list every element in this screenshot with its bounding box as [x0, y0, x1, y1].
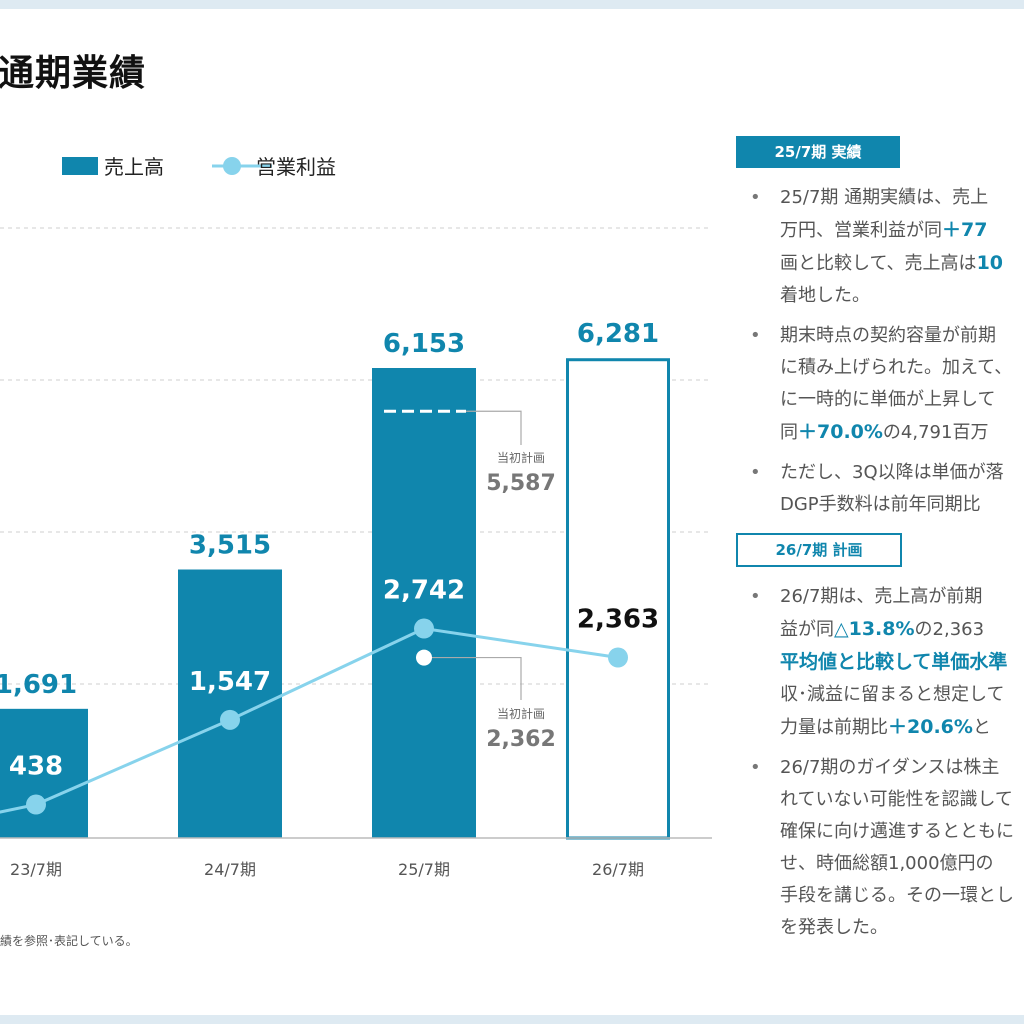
- bullet-text: と: [972, 717, 991, 738]
- plan-tag: 26/7期 計画: [736, 533, 902, 567]
- legend-profit-marker: [223, 157, 241, 175]
- highlight-text: ＋20.6%: [888, 716, 973, 738]
- bullet-dot: •: [750, 325, 761, 346]
- operating-profit-point: [26, 794, 46, 815]
- revenue-bar: [0, 708, 88, 838]
- bullet-dot: •: [750, 757, 761, 778]
- legend-revenue-swatch: [62, 157, 98, 175]
- highlight-text: 平均値と比較して単価水準: [780, 651, 1008, 673]
- revenue-label: 1,691: [0, 670, 77, 700]
- annotation-value: 5,587: [486, 471, 556, 496]
- bullet-text: 画と比較して、売上高は: [780, 253, 977, 274]
- highlight-text: 10: [976, 252, 1004, 274]
- annotation-leader: [466, 410, 522, 445]
- bullet-text: れていない可能性を認識して: [780, 789, 1013, 810]
- operating-profit-label: 438: [9, 752, 63, 782]
- bullet-dot: •: [750, 462, 761, 483]
- bullet-text: の2,363: [914, 619, 985, 640]
- bullet-text: 期末時点の契約容量が前期: [780, 325, 996, 346]
- bullet-item: • 26/7期は、売上高が前期 益が同△13.8%の2,363 平均値と比較して単…: [750, 581, 1024, 744]
- bullet-text: 同: [780, 422, 798, 443]
- revenue-bar: [372, 368, 476, 838]
- top-band: [0, 0, 1024, 9]
- bullet-text: 収･減益に留まると想定して: [780, 684, 1005, 705]
- bullet-text: 確保に向け邁進するとともに: [780, 821, 1014, 842]
- highlight-text: ＋77: [942, 219, 988, 241]
- annotation-leader: [424, 656, 522, 700]
- revenue-label: 3,515: [189, 531, 271, 561]
- annotation-value: 2,362: [486, 727, 556, 752]
- revenue-bar: [566, 358, 670, 840]
- actual-results-tag: 25/7期 実績: [736, 136, 900, 168]
- operating-profit-label: 2,363: [577, 605, 659, 635]
- highlight-text: △13.8%: [834, 618, 915, 640]
- footnote: 績を参照･表記している。: [0, 934, 138, 948]
- bottom-band: [0, 1015, 1024, 1024]
- operating-profit-point: [414, 618, 434, 639]
- actual-bullets: • 25/7期 通期実績は、売上 万円、営業利益が同＋77 画と比較して、売上高は…: [750, 182, 1024, 529]
- bullet-text: 益が同: [780, 619, 834, 640]
- bullet-item: • 期末時点の契約容量が前期 に積み上げられた。加えて、 に一時的に単価が上昇して…: [750, 320, 1024, 449]
- operating-profit-label: 2,742: [383, 576, 465, 606]
- revenue-profit-chart: 1,691 3,515 6,153 6,281 23/7期 24/7期 25/7期 26/7期…: [0, 155, 712, 879]
- bullet-text: ただし、3Q以降は単価が落: [780, 462, 1004, 483]
- bullet-dot: •: [750, 187, 761, 208]
- bullet-text: を発表した。: [780, 917, 888, 938]
- revenue-label: 6,153: [383, 329, 465, 359]
- bullet-text: 25/7期 通期実績は、売上: [780, 187, 989, 208]
- bullet-item: • 25/7期 通期実績は、売上 万円、営業利益が同＋77 画と比較して、売上高は…: [750, 182, 1024, 312]
- bullet-text: 万円、営業利益が同: [780, 220, 942, 241]
- plan-bullets: • 26/7期は、売上高が前期 益が同△13.8%の2,363 平均値と比較して単…: [750, 581, 1024, 952]
- bullet-text: 26/7期のガイダンスは株主: [780, 757, 1000, 778]
- bullet-text: 26/7期は、売上高が前期: [780, 586, 983, 607]
- bullet-text: に積み上げられた。加えて、: [780, 357, 1013, 378]
- bullet-text: 力量は前期比: [780, 717, 888, 738]
- bullet-text: に一時的に単価が上昇して: [780, 389, 996, 410]
- operating-profit-point: [608, 647, 628, 668]
- revenue-label: 6,281: [577, 319, 659, 349]
- legend-profit-label: 営業利益: [256, 155, 336, 179]
- x-tick-label: 26/7期: [592, 860, 644, 879]
- annotation-caption: 当初計画: [497, 706, 545, 721]
- legend-revenue-label: 売上高: [104, 155, 164, 179]
- bullet-text: 手段を講じる。その一環とし: [780, 885, 1014, 906]
- bullet-dot: •: [750, 586, 761, 607]
- bullet-item: • 26/7期のガイダンスは株主 れていない可能性を認識して 確保に向け邁進すると…: [750, 752, 1024, 944]
- operating-profit-point: [220, 709, 240, 730]
- highlight-text: ＋70.0%: [798, 421, 883, 443]
- bullet-text: せ、時価総額1,000億円の: [780, 853, 994, 874]
- bullet-text: DGP手数料は前年同期比: [780, 494, 981, 515]
- page-title: 通期業績: [0, 53, 147, 94]
- x-tick-label: 24/7期: [204, 860, 256, 879]
- annotation-caption: 当初計画: [497, 450, 545, 465]
- x-tick-label: 25/7期: [398, 860, 450, 879]
- original-plan-profit-marker: [416, 649, 432, 666]
- bullet-text: の4,791百万: [882, 422, 989, 443]
- operating-profit-label: 1,547: [189, 667, 271, 697]
- bullet-item: • ただし、3Q以降は単価が落 DGP手数料は前年同期比: [750, 457, 1024, 521]
- x-tick-label: 23/7期: [10, 860, 62, 879]
- bullet-text: 着地した。: [780, 285, 870, 306]
